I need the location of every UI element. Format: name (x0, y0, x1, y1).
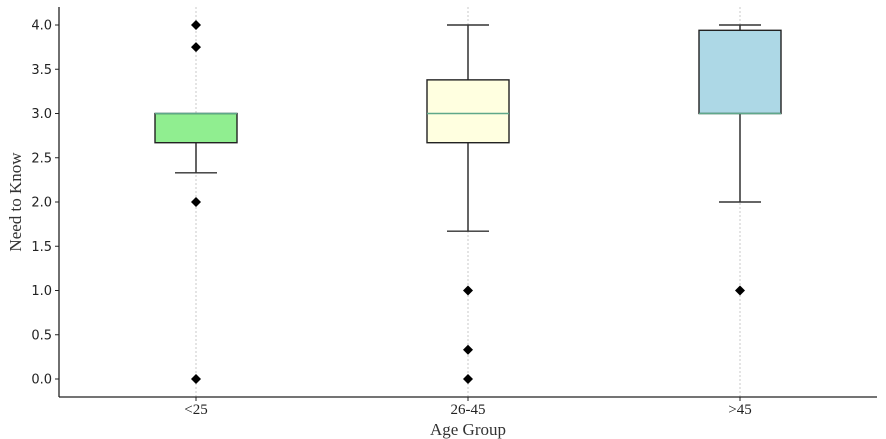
y-tick-label: 1.5 (31, 240, 52, 255)
y-tick-label: 2.5 (31, 151, 52, 166)
y-tick-label: 3.5 (31, 63, 52, 78)
x-tick-label: 26-45 (451, 402, 486, 418)
x-axis-title: Age Group (430, 420, 506, 439)
y-tick-label: 3.0 (31, 107, 52, 122)
outlier-diamond (463, 344, 473, 355)
outlier-diamond (191, 374, 201, 384)
y-tick-label: 2.0 (31, 196, 52, 211)
iqr-box (426, 79, 510, 144)
iqr-box (154, 112, 238, 144)
box->45 (698, 24, 782, 296)
outlier-diamond (191, 42, 201, 53)
x-ticks: <25 26-45 >45 (184, 397, 752, 418)
box-<25 (154, 20, 238, 384)
x-tick-label: <25 (184, 402, 207, 418)
y-tick-label: 0.0 (31, 373, 52, 388)
y-tick-label: 0.5 (31, 328, 52, 343)
x-tick-label: >45 (728, 402, 751, 418)
outlier-diamond (191, 197, 201, 207)
outlier-diamond (735, 285, 745, 296)
outlier-diamond (191, 20, 201, 30)
box-26-45 (426, 24, 510, 384)
y-axis-title: Need to Know (6, 152, 25, 252)
y-tick-label: 4.0 (31, 19, 52, 34)
outlier-diamond (463, 374, 473, 384)
iqr-box (698, 29, 782, 115)
y-tick-label: 1.0 (31, 284, 52, 299)
y-ticks: 0.0 0.5 1.0 1.5 2.0 2.5 3.0 3.5 4.0 (31, 19, 59, 388)
boxes (154, 20, 782, 384)
outlier-diamond (463, 285, 473, 296)
